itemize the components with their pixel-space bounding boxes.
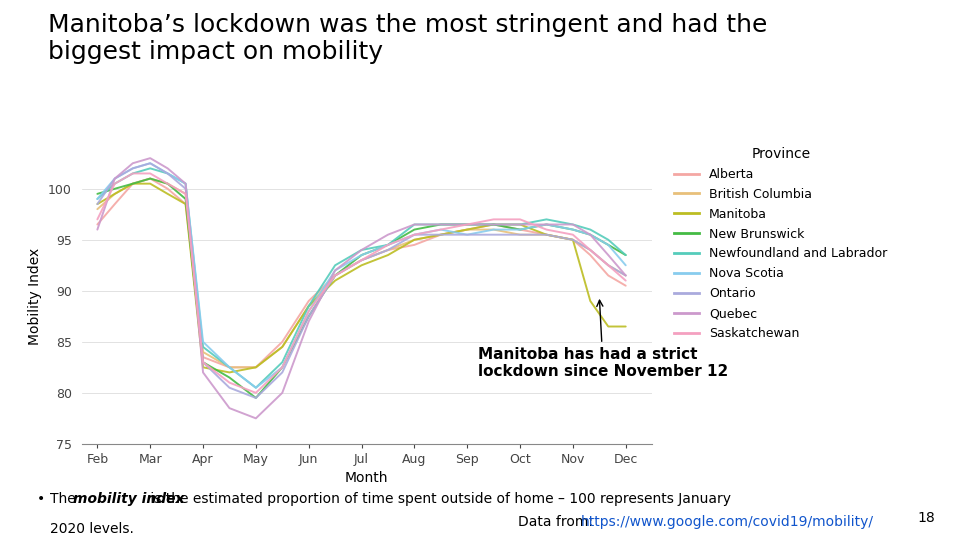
Legend: Alberta, British Columbia, Manitoba, New Brunswick, Newfoundland and Labrador, N: Alberta, British Columbia, Manitoba, New… [669,142,893,345]
Text: biggest impact on mobility: biggest impact on mobility [48,40,383,65]
Text: 18: 18 [917,511,935,525]
Text: is the estimated proportion of time spent outside of home – 100 represents Janua: is the estimated proportion of time spen… [146,492,731,506]
Text: The: The [50,492,80,506]
Text: •: • [36,492,45,506]
Text: Manitoba has had a strict
lockdown since November 12: Manitoba has had a strict lockdown since… [478,300,728,379]
Text: mobility index: mobility index [73,492,184,506]
Text: Manitoba’s lockdown was the most stringent and had the: Manitoba’s lockdown was the most stringe… [48,13,767,38]
Text: https://www.google.com/covid19/mobility/: https://www.google.com/covid19/mobility/ [581,515,875,529]
Y-axis label: Mobility Index: Mobility Index [29,247,42,344]
Text: 2020 levels.: 2020 levels. [50,522,133,536]
X-axis label: Month: Month [345,471,388,485]
Text: Data from:: Data from: [518,515,597,529]
